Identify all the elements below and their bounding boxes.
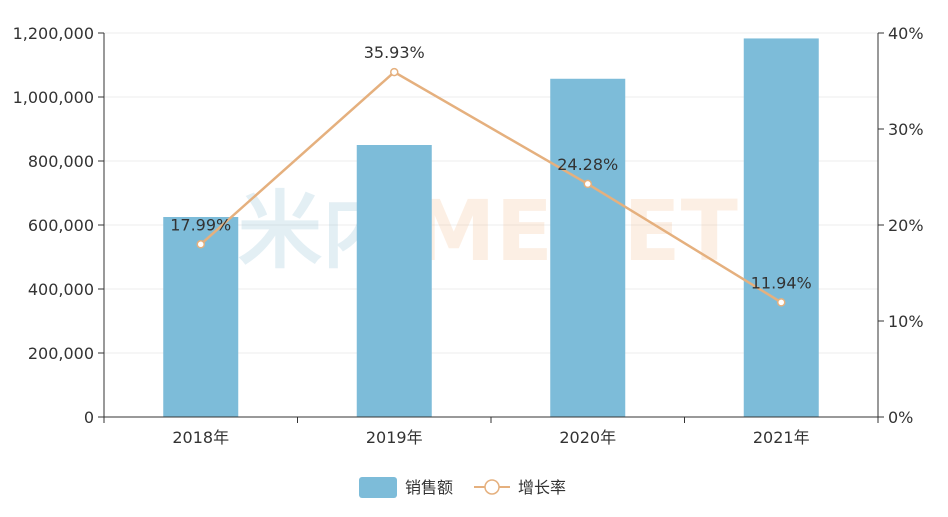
line-point <box>777 298 786 307</box>
y-right-tick-label: 40% <box>888 24 924 43</box>
y-left-tick-label: 400,000 <box>28 280 94 299</box>
y-right-tick-label: 0% <box>888 408 913 427</box>
x-tick-label: 2019年 <box>366 428 423 447</box>
data-label: 17.99% <box>170 215 231 234</box>
x-tick-label: 2020年 <box>559 428 616 447</box>
bar <box>550 78 626 417</box>
y-left-tick-label: 800,000 <box>28 152 94 171</box>
axes: 0 200,000 400,000 600,000 800,000 1,000,000 1,… <box>13 24 924 447</box>
y-left-tick-label: 600,000 <box>28 216 94 235</box>
legend-line-marker[interactable] <box>484 479 500 495</box>
data-label: 11.94% <box>751 273 812 292</box>
y-right-tick-label: 30% <box>888 120 924 139</box>
legend-bar-swatch[interactable] <box>359 477 397 498</box>
legend-bar-label[interactable]: 销售额 <box>405 478 453 497</box>
line-series: 17.99% 35.93% 24.28% 11.94% <box>170 43 812 307</box>
legend-line-label[interactable]: 增长率 <box>518 478 566 497</box>
y-right-tick-label: 20% <box>888 216 924 235</box>
x-tick-label: 2018年 <box>172 428 229 447</box>
y-right-tick-label: 10% <box>888 312 924 331</box>
y-left-tick-label: 200,000 <box>28 344 94 363</box>
line-point <box>390 67 399 77</box>
y-left-tick-label: 1,200,000 <box>13 24 94 43</box>
bar-series <box>163 38 819 417</box>
line-point <box>583 179 592 189</box>
bar <box>743 38 819 417</box>
line-path <box>199 70 782 304</box>
data-label: 24.28% <box>557 155 618 174</box>
y-left-tick-label: 0 <box>84 408 94 427</box>
bar <box>356 145 432 417</box>
legend: 销售额 增长率 <box>359 477 566 498</box>
y-left-tick-label: 1,000,000 <box>13 88 94 107</box>
data-label: 35.93% <box>364 43 425 62</box>
line-point <box>196 240 205 249</box>
x-tick-label: 2021年 <box>753 428 810 447</box>
bar <box>163 217 239 417</box>
